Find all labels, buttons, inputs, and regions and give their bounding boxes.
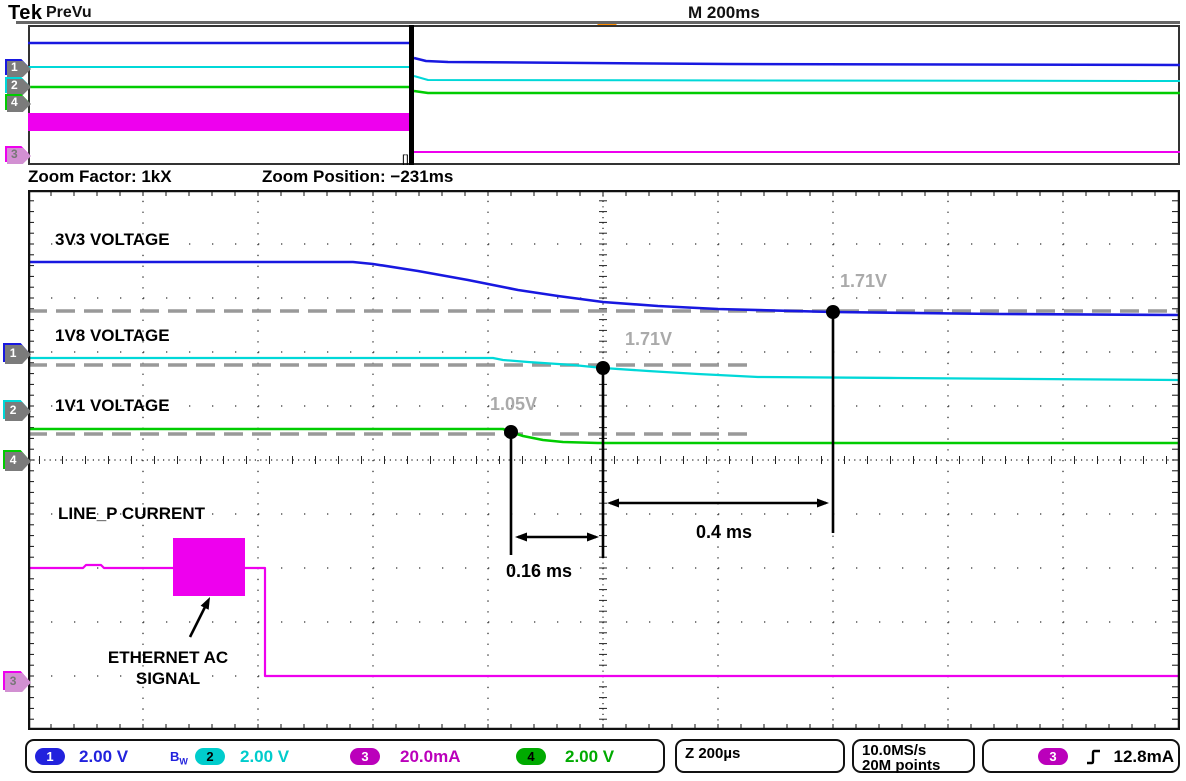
label-3v3-voltage: 3V3 VOLTAGE — [55, 230, 170, 249]
zoom-waveforms — [28, 190, 1180, 730]
zoom-waveform-window: 3V3 VOLTAGE 1V8 VOLTAGE 1V1 VOLTAGE LINE_P … — [28, 190, 1180, 730]
channel-3-marker-main[interactable]: 3 — [3, 671, 31, 692]
label-1v8-voltage: 1V8 VOLTAGE — [55, 326, 170, 345]
ch2-trace-post — [413, 75, 1180, 82]
arrowhead — [200, 597, 210, 610]
zoom-timebase-readout: Z 200µs — [685, 745, 741, 762]
trigger-source-badge: 3 — [1038, 748, 1068, 765]
channel-2-marker-main[interactable]: 2 — [3, 400, 31, 421]
channel-3-marker-label: 3 — [9, 673, 17, 688]
ch4-trace-1v1 — [28, 427, 1178, 445]
channel-2-marker-label: 2 — [11, 78, 18, 92]
sample-rate-readout: 10.0MS/s — [862, 742, 927, 759]
acquisition-status: PreVu — [46, 4, 92, 21]
ch2-badge[interactable]: 2 — [195, 748, 225, 765]
zoom-window-bar[interactable] — [409, 25, 414, 165]
threshold-cross-dot — [826, 305, 840, 319]
channel-readout-bar: 1 2.00 V BW 2 2.00 V 3 20.0mA 4 2.00 V — [25, 739, 665, 773]
threshold-cross-dot — [504, 425, 518, 439]
overview-waveform-window: [] — [28, 25, 1180, 165]
ch4-trace-post — [413, 89, 1180, 95]
trigger-level-readout: 12.8mA — [1113, 747, 1174, 766]
trigger-readout-box[interactable]: 3 12.8mA — [982, 739, 1180, 773]
ch1-trace-post — [413, 56, 1180, 67]
zoom-timebase-box[interactable]: Z 200µs — [675, 739, 845, 773]
channel-3-marker-label: 3 — [11, 147, 18, 161]
channel-3-marker-overview[interactable]: 3 — [5, 146, 31, 164]
arrowhead — [587, 532, 599, 542]
label-ethernet-ac-signal: ETHERNET AC SIGNAL — [107, 648, 229, 688]
main-timebase-readout: M 200ms — [688, 3, 760, 22]
tek-logo: Tek — [8, 2, 43, 24]
zoom-window-bracket: [] — [402, 152, 409, 165]
overview-waveforms: [] — [28, 25, 1180, 165]
overview-border — [28, 25, 1180, 165]
ch4-badge[interactable]: 4 — [516, 748, 546, 765]
time-04ms: 0.4 ms — [696, 522, 753, 542]
ch1-scale: 2.00 V — [79, 747, 129, 766]
value-171v-ch1: 1.71V — [840, 271, 888, 291]
record-length-readout: 20M points — [862, 757, 941, 774]
channel-2-marker-label: 2 — [9, 402, 17, 417]
channel-4-marker-overview[interactable]: 4 — [5, 94, 31, 112]
threshold-cross-dot — [596, 361, 610, 375]
label-line-p-current: LINE_P CURRENT — [58, 504, 206, 523]
ch3-trace-linep — [28, 563, 1178, 678]
value-105v-ch4: 1.05V — [490, 394, 538, 414]
time-016ms: 0.16 ms — [506, 561, 573, 581]
channel-1-marker-label: 1 — [9, 345, 17, 360]
zoom-factor-readout: Zoom Factor: 1kX — [28, 167, 172, 186]
channel-1-marker-label: 1 — [11, 60, 18, 74]
ch3-burst-band — [28, 113, 411, 131]
arrowhead — [515, 532, 527, 542]
ch2-scale: 2.00 V — [240, 747, 290, 766]
label-1v1-voltage: 1V1 VOLTAGE — [55, 396, 170, 415]
arrowhead — [607, 498, 619, 508]
header-divider — [16, 21, 1180, 24]
channel-2-marker-overview[interactable]: 2 — [5, 77, 31, 95]
channel-1-marker-overview[interactable]: 1 — [5, 59, 31, 77]
acquisition-info-box[interactable]: 10.0MS/s 20M points — [852, 739, 975, 774]
ch1-trace-3v3 — [28, 260, 1179, 317]
ethernet-ac-burst — [173, 538, 245, 596]
channel-1-marker-main[interactable]: 1 — [3, 343, 31, 364]
zoom-position-readout: Zoom Position: −231ms — [262, 167, 454, 186]
channel-4-marker-main[interactable]: 4 — [3, 450, 31, 471]
ch3-scale: 20.0mA — [400, 747, 461, 766]
bandwidth-limit-icon: BW — [170, 749, 188, 767]
value-171v-ch2: 1.71V — [625, 329, 673, 349]
ch3-badge[interactable]: 3 — [350, 748, 380, 765]
channel-4-marker-label: 4 — [9, 452, 17, 467]
ch4-scale: 2.00 V — [565, 747, 615, 766]
rising-edge-icon — [1087, 749, 1100, 765]
ch1-badge[interactable]: 1 — [35, 748, 65, 765]
channel-4-marker-label: 4 — [11, 95, 18, 109]
arrowhead — [817, 498, 829, 508]
